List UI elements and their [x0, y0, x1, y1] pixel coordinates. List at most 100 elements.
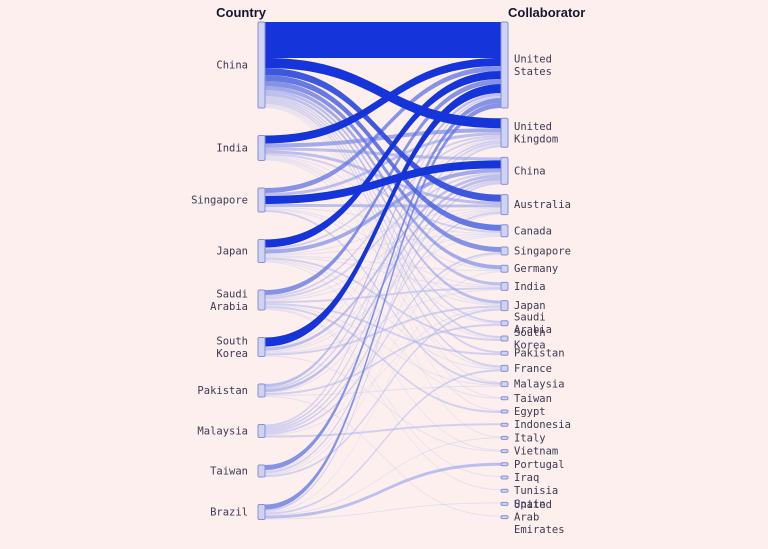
link-china-egypt[interactable]	[265, 106, 501, 411]
node-left-malaysia[interactable]	[257, 424, 266, 438]
link-malaysia-japan[interactable]	[265, 307, 501, 436]
link-singapore-united-states[interactable]	[265, 66, 501, 193]
node-right-united-arab-emirates[interactable]	[500, 515, 509, 520]
link-china-australia[interactable]	[265, 68, 501, 202]
node-right-egypt[interactable]	[500, 409, 509, 414]
node-right-iraq[interactable]	[500, 475, 509, 480]
node-right-portugal[interactable]	[500, 462, 509, 467]
node-left-china[interactable]	[257, 21, 266, 109]
link-china-united-states[interactable]	[265, 22, 501, 58]
link-pakistan-united-arab-emirates[interactable]	[265, 396, 501, 517]
link-malaysia-indonesia[interactable]	[265, 423, 501, 438]
link-saudi-arabia-malaysia[interactable]	[265, 305, 501, 386]
link-pakistan-saudi-arabia[interactable]	[265, 323, 501, 395]
link-china-singapore[interactable]	[265, 81, 501, 252]
link-china-germany[interactable]	[265, 86, 501, 270]
link-japan-france[interactable]	[265, 259, 501, 370]
link-pakistan-united-kingdom[interactable]	[265, 140, 501, 389]
node-right-italy[interactable]	[500, 435, 509, 440]
node-right-canada[interactable]	[500, 224, 509, 238]
node-right-australia[interactable]	[500, 194, 509, 216]
node-right-united-kingdom[interactable]	[500, 117, 509, 148]
node-right-south-korea[interactable]	[500, 335, 509, 342]
link-brazil-italy[interactable]	[265, 437, 501, 516]
node-left-japan[interactable]	[257, 239, 266, 263]
node-right-china[interactable]	[500, 156, 509, 185]
label-left-malaysia: Malaysia	[197, 426, 248, 438]
link-brazil-united-states[interactable]	[265, 103, 501, 510]
link-japan-canada[interactable]	[265, 233, 501, 256]
link-singapore-japan[interactable]	[265, 209, 501, 306]
link-brazil-spain[interactable]	[265, 502, 501, 520]
link-taiwan-singapore[interactable]	[265, 254, 501, 475]
link-japan-united-kingdom[interactable]	[265, 135, 501, 250]
link-saudi-arabia-canada[interactable]	[265, 234, 501, 301]
node-right-vietnam[interactable]	[500, 449, 509, 454]
node-right-saudi-arabia[interactable]	[500, 320, 509, 327]
link-japan-india[interactable]	[265, 256, 501, 288]
link-south-korea-united-kingdom[interactable]	[265, 139, 501, 348]
link-india-japan[interactable]	[265, 156, 501, 305]
link-pakistan-united-states[interactable]	[265, 93, 501, 387]
link-south-korea-china[interactable]	[265, 174, 501, 351]
link-malaysia-singapore[interactable]	[265, 252, 501, 435]
node-right-france[interactable]	[500, 364, 509, 372]
link-brazil-portugal[interactable]	[265, 462, 501, 519]
link-saudi-arabia-australia[interactable]	[265, 208, 501, 300]
link-china-united-kingdom[interactable]	[265, 58, 501, 129]
link-south-korea-australia[interactable]	[265, 209, 501, 352]
link-singapore-canada[interactable]	[265, 207, 501, 234]
link-taiwan-japan[interactable]	[265, 308, 501, 477]
node-right-united-states[interactable]	[500, 21, 509, 109]
link-pakistan-malaysia[interactable]	[265, 385, 501, 396]
link-china-japan[interactable]	[265, 93, 501, 304]
node-left-brazil[interactable]	[257, 504, 266, 520]
node-right-singapore[interactable]	[500, 246, 509, 256]
link-taiwan-united-states[interactable]	[265, 98, 501, 470]
link-china-italy[interactable]	[265, 107, 501, 438]
node-right-taiwan[interactable]	[500, 396, 509, 401]
link-pakistan-australia[interactable]	[265, 210, 501, 393]
link-singapore-australia[interactable]	[265, 204, 501, 208]
link-japan-australia[interactable]	[265, 207, 501, 255]
link-saudi-arabia-united-states[interactable]	[265, 79, 501, 295]
link-saudi-arabia-tunisia[interactable]	[265, 309, 501, 491]
link-brazil-united-kingdom[interactable]	[265, 145, 501, 512]
link-china-malaysia[interactable]	[265, 104, 501, 383]
link-singapore-china[interactable]	[265, 160, 501, 204]
node-right-indonesia[interactable]	[500, 422, 509, 427]
node-left-taiwan[interactable]	[257, 464, 266, 478]
link-china-canada[interactable]	[265, 75, 501, 231]
link-singapore-india[interactable]	[265, 208, 501, 287]
node-right-malaysia[interactable]	[500, 381, 509, 388]
link-brazil-france[interactable]	[265, 369, 501, 515]
link-south-korea-vietnam[interactable]	[265, 355, 501, 452]
link-china-pakistan[interactable]	[265, 100, 501, 354]
link-south-korea-japan[interactable]	[265, 305, 501, 356]
node-left-india[interactable]	[257, 135, 266, 161]
link-japan-vietnam[interactable]	[265, 261, 501, 451]
label-right-spain: Spain	[514, 498, 546, 510]
node-left-saudi-arabia[interactable]	[257, 289, 266, 311]
link-singapore-malaysia[interactable]	[265, 210, 501, 385]
link-south-korea-united-states[interactable]	[265, 84, 501, 347]
link-saudi-arabia-china[interactable]	[265, 172, 501, 299]
link-india-united-states[interactable]	[265, 58, 501, 144]
node-right-germany[interactable]	[500, 264, 509, 273]
link-japan-united-states[interactable]	[265, 71, 501, 248]
node-right-pakistan[interactable]	[500, 350, 509, 356]
label-left-south-korea: South Korea	[216, 335, 248, 360]
node-left-pakistan[interactable]	[257, 383, 266, 398]
link-south-korea-canada[interactable]	[265, 235, 501, 353]
link-malaysia-australia[interactable]	[265, 211, 501, 433]
node-right-tunisia[interactable]	[500, 488, 509, 493]
link-saudi-arabia-india[interactable]	[265, 287, 501, 303]
link-japan-south-korea[interactable]	[265, 257, 501, 342]
link-india-south-korea[interactable]	[265, 158, 501, 340]
node-left-south-korea[interactable]	[257, 337, 266, 357]
node-left-singapore[interactable]	[257, 187, 266, 213]
node-right-japan[interactable]	[500, 300, 509, 312]
link-china-taiwan[interactable]	[265, 105, 501, 398]
node-right-india[interactable]	[500, 281, 509, 291]
node-right-spain[interactable]	[500, 501, 509, 506]
